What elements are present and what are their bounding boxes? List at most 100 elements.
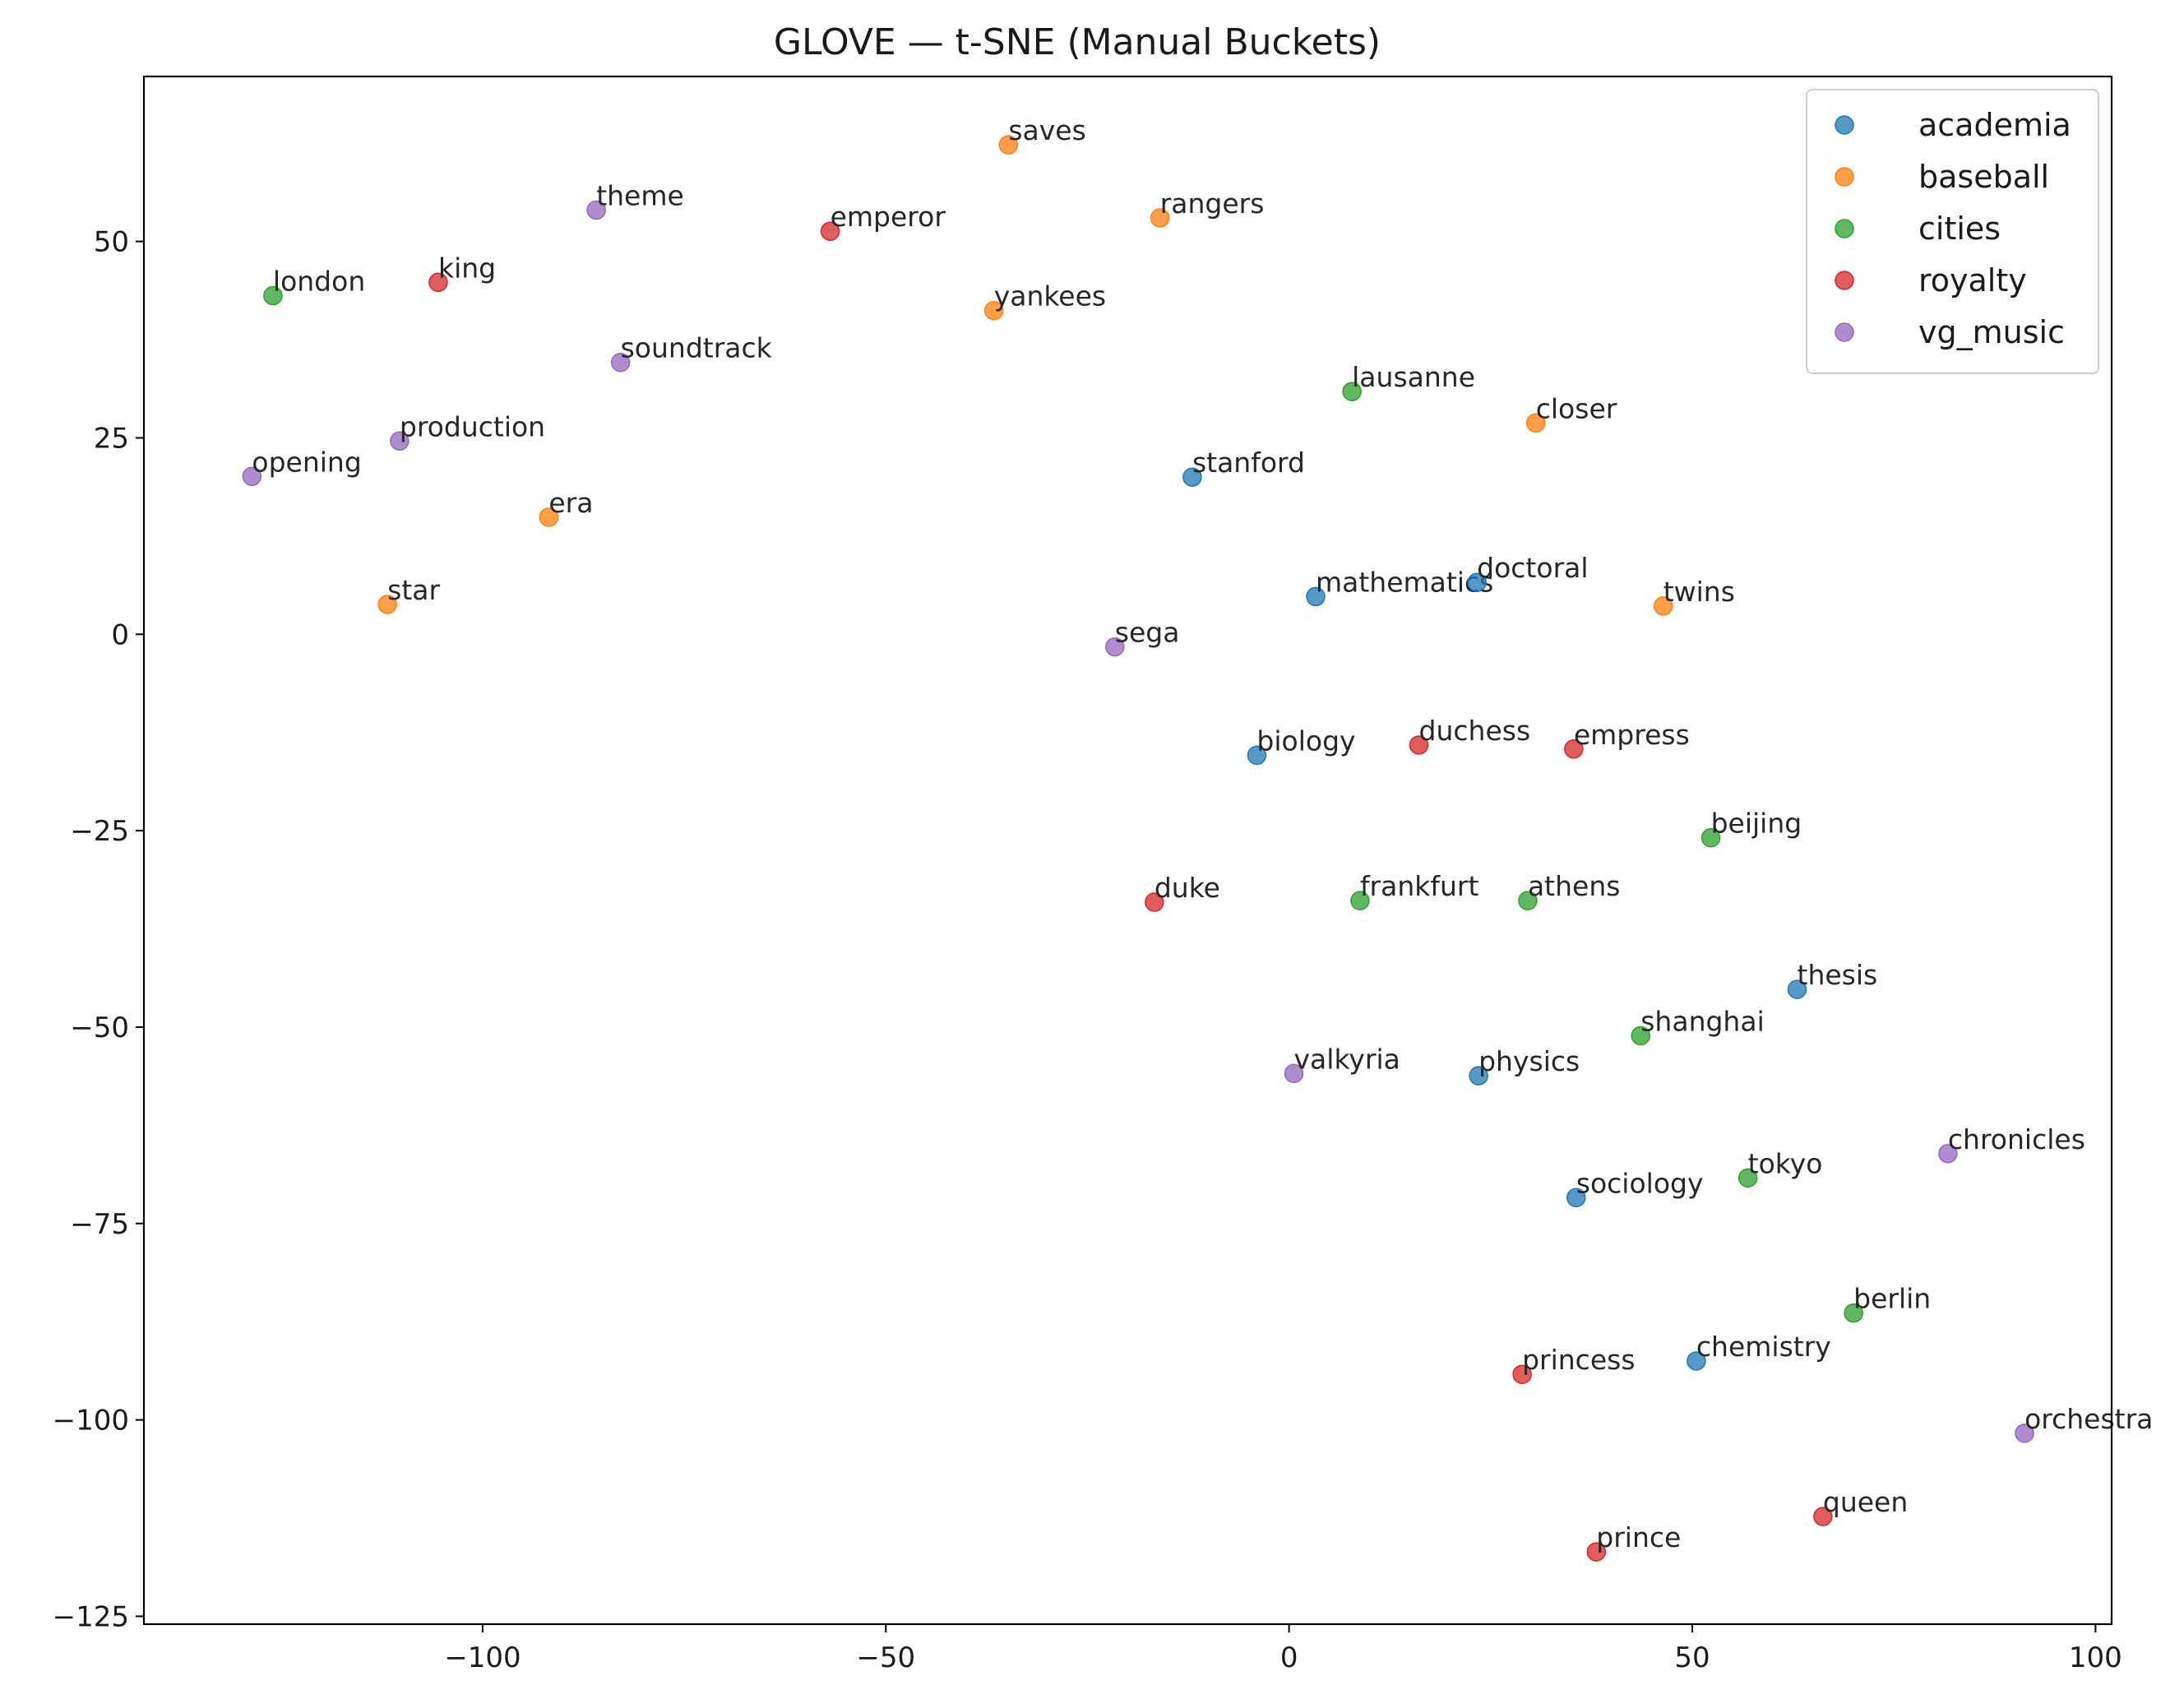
legend-marker: [1835, 322, 1854, 342]
point-label: tokyo: [1748, 1147, 1823, 1179]
legend: academia baseball cities royalty vg_music: [1806, 89, 2099, 374]
point-label: duchess: [1419, 715, 1531, 747]
y-tick-label: 50: [94, 226, 129, 259]
data-point: [1469, 1066, 1488, 1086]
data-point: [242, 466, 262, 487]
legend-label: royalty: [1918, 262, 2027, 299]
y-tick-label: −125: [53, 1600, 129, 1633]
data-point: [586, 200, 606, 220]
point-label: era: [548, 487, 593, 519]
x-tick-label: 100: [2069, 1641, 2122, 1674]
data-point: [1631, 1025, 1650, 1046]
point-label: opening: [252, 446, 361, 478]
point-label: rangers: [1160, 187, 1265, 220]
point-label: lausanne: [1352, 361, 1475, 393]
point-label: stanford: [1192, 447, 1305, 479]
point-label: orchestra: [2024, 1403, 2153, 1435]
axis-ticks: −100 −50 0 50 100 50 25 0 −25 −50 −75 −100 −125: [53, 226, 2122, 1674]
data-point: [1247, 745, 1267, 766]
y-tick-label: 0: [111, 618, 129, 651]
point-label: soundtrack: [621, 332, 773, 364]
point-label: beijing: [1711, 808, 1802, 840]
point-label: prince: [1596, 1521, 1681, 1553]
legend-label: academia: [1918, 107, 2071, 143]
legend-marker: [1835, 115, 1854, 135]
legend-marker: [1835, 167, 1854, 187]
data-point: [1182, 467, 1202, 487]
point-label: london: [273, 266, 365, 298]
data-point: [1844, 1303, 1863, 1323]
point-label: doctoral: [1477, 552, 1588, 584]
point-label: closer: [1536, 392, 1617, 424]
point-label: physics: [1478, 1045, 1580, 1077]
legend-box: [1806, 89, 2099, 374]
y-tick-label: −25: [70, 815, 129, 848]
point-label: king: [438, 252, 496, 284]
x-tick-label: 0: [1280, 1641, 1298, 1674]
data-point: [377, 595, 397, 614]
legend-label: cities: [1918, 211, 2001, 247]
data-point: [1700, 827, 1721, 848]
legend-label: vg_music: [1918, 314, 2065, 350]
point-label: theme: [596, 179, 684, 211]
point-label: princess: [1522, 1344, 1635, 1376]
legend-marker: [1835, 271, 1854, 290]
data-point: [1350, 891, 1370, 910]
data-point: [428, 272, 448, 293]
data-point: [1105, 637, 1125, 657]
data-point: [1518, 891, 1538, 910]
data-point: [1150, 208, 1170, 228]
data-point: [1586, 1542, 1607, 1562]
legend-marker: [1835, 219, 1854, 238]
data-point: [390, 431, 410, 451]
data-point: [1566, 1187, 1586, 1208]
y-tick-label: 25: [94, 422, 129, 455]
y-tick-label: −50: [70, 1012, 129, 1044]
data-point: [1737, 1168, 1758, 1188]
point-label: athens: [1528, 870, 1621, 902]
x-tick-label: 50: [1674, 1641, 1710, 1674]
point-label: frankfurt: [1360, 870, 1479, 902]
point-label: production: [400, 410, 545, 442]
point-label: berlin: [1853, 1283, 1931, 1315]
point-label: chemistry: [1696, 1331, 1831, 1363]
point-label: sociology: [1576, 1167, 1704, 1199]
data-point: [1512, 1364, 1532, 1384]
point-label: thesis: [1798, 959, 1878, 991]
point-label: emperor: [831, 201, 946, 233]
data-point: [1564, 739, 1584, 759]
data-point: [998, 135, 1019, 155]
data-point: [1938, 1144, 1958, 1164]
data-point: [1687, 1351, 1706, 1371]
point-label: mathematics: [1316, 566, 1493, 598]
data-point: [1409, 735, 1429, 755]
point-label: empress: [1574, 719, 1690, 751]
x-tick-label: −50: [856, 1641, 915, 1674]
y-tick-label: −75: [70, 1208, 129, 1241]
data-point: [263, 285, 283, 306]
data-point: [1813, 1507, 1833, 1526]
point-label: yankees: [994, 280, 1106, 312]
data-point: [1526, 413, 1546, 433]
point-label: saves: [1008, 114, 1085, 146]
data-point: [1145, 892, 1164, 912]
point-label: twins: [1663, 576, 1735, 608]
point-label: queen: [1823, 1486, 1908, 1518]
data-point: [2015, 1424, 2034, 1443]
data-point: [1653, 596, 1673, 616]
x-tick-label: −100: [444, 1641, 521, 1674]
y-tick-label: −100: [53, 1405, 129, 1437]
chart-title: GLOVE — t-SNE (Manual Buckets): [774, 21, 1381, 63]
point-label: chronicles: [1948, 1123, 2085, 1155]
legend-label: baseball: [1918, 159, 2049, 195]
data-point: [539, 507, 559, 527]
point-label: sega: [1115, 617, 1180, 649]
plot-area-frame: [142, 75, 2113, 1626]
point-label: shanghai: [1640, 1005, 1764, 1037]
data-point: [1306, 586, 1326, 607]
point-label: biology: [1256, 725, 1355, 757]
point-label: duke: [1154, 872, 1220, 904]
data-point: [1467, 572, 1487, 592]
